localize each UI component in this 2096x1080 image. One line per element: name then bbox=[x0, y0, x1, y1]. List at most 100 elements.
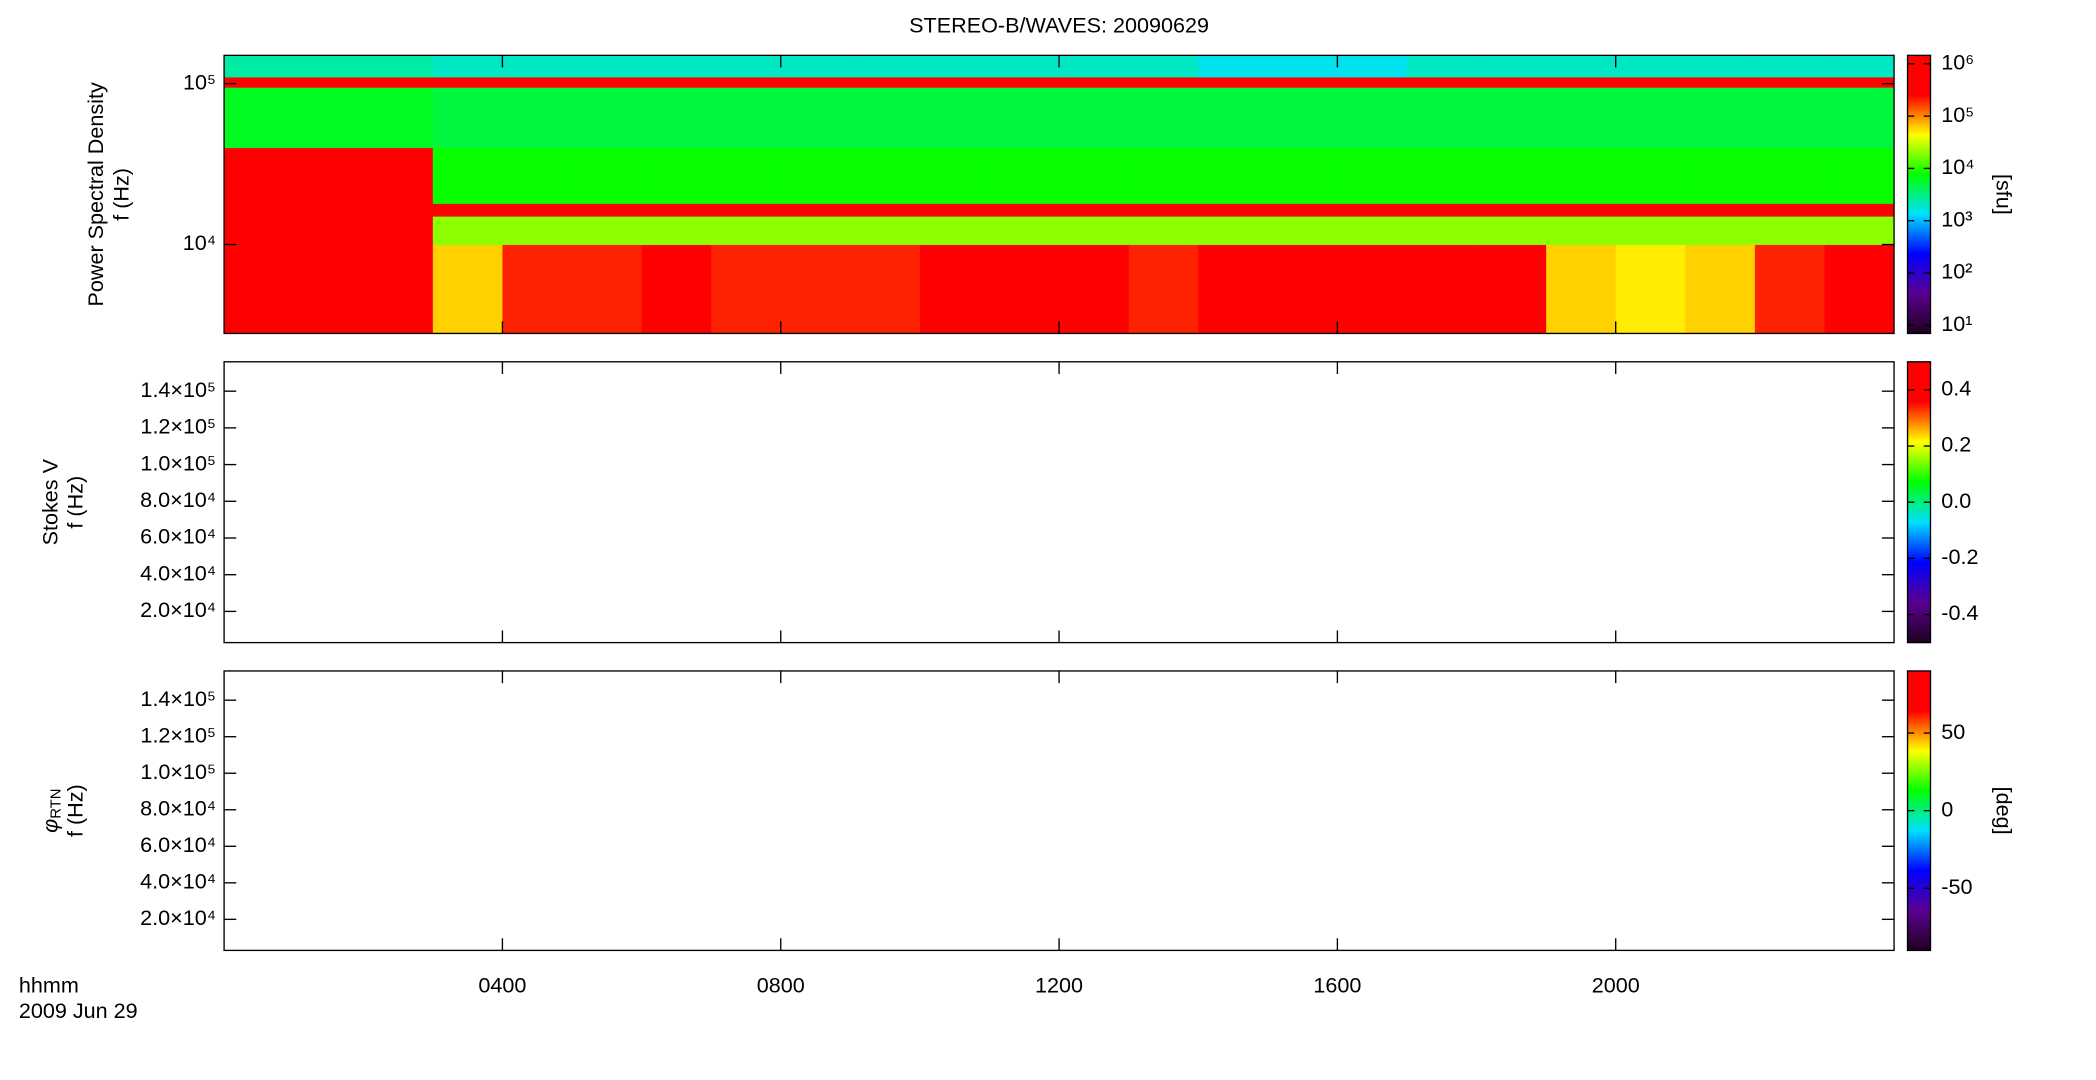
heatmap-cell bbox=[780, 203, 851, 217]
heatmap-cell bbox=[1685, 203, 1756, 217]
heatmap-cell bbox=[363, 87, 434, 149]
heatmap-cell bbox=[1128, 147, 1199, 204]
heatmap-cell bbox=[1059, 87, 1130, 149]
heatmap-cell bbox=[502, 203, 573, 217]
y-axis-label-main: Power Spectral Density bbox=[83, 82, 108, 306]
heatmap-cell bbox=[711, 216, 782, 245]
heatmap-cell bbox=[1615, 203, 1686, 217]
y-tick-label: 1.0×10⁵ bbox=[140, 450, 216, 475]
heatmap-cell bbox=[1685, 87, 1756, 149]
colorbar-tick-label: 10² bbox=[1941, 259, 1972, 284]
heatmap-cell bbox=[919, 77, 990, 88]
y-axis-label-main: φ bbox=[37, 819, 62, 833]
y-tick-label: 8.0×10⁴ bbox=[140, 795, 216, 820]
heatmap-cell bbox=[1406, 55, 1477, 78]
heatmap-cell bbox=[572, 147, 642, 204]
heatmap-cell bbox=[1685, 244, 1756, 334]
heatmap-cell bbox=[1337, 87, 1408, 149]
y-axis-unit: f (Hz) bbox=[63, 476, 88, 529]
heatmap-cell bbox=[1476, 87, 1547, 149]
heatmap-cell bbox=[1059, 77, 1130, 88]
y-axis-unit: f (Hz) bbox=[109, 168, 134, 221]
heatmap-cell bbox=[850, 216, 921, 245]
heatmap-cell bbox=[1406, 77, 1477, 88]
heatmap-cell bbox=[1198, 216, 1269, 245]
heatmap-cell bbox=[989, 203, 1060, 217]
heatmap-cell bbox=[1406, 147, 1477, 204]
heatmap-cell bbox=[919, 244, 990, 334]
heatmap-cell bbox=[780, 216, 851, 245]
heatmap-cell bbox=[432, 203, 503, 217]
heatmap-cell bbox=[432, 147, 503, 204]
y-tick-label: 1.4×10⁵ bbox=[140, 686, 216, 711]
heatmap-cell bbox=[919, 55, 990, 78]
heatmap-cell bbox=[1059, 147, 1130, 204]
heatmap-cell bbox=[850, 244, 921, 334]
heatmap-cell bbox=[293, 147, 364, 204]
heatmap-cell bbox=[1685, 77, 1756, 88]
x-tick-label: 1200 bbox=[1035, 973, 1083, 998]
heatmap-cell bbox=[711, 77, 782, 88]
heatmap-cell bbox=[1685, 216, 1756, 245]
heatmap-cell bbox=[502, 87, 573, 149]
heatmap-cell bbox=[1337, 147, 1408, 204]
y-axis-label-main: Stokes V bbox=[37, 458, 62, 545]
heatmap-cell bbox=[1546, 203, 1617, 217]
y-axis-unit: f (Hz) bbox=[63, 784, 88, 837]
y-tick-label: 2.0×10⁴ bbox=[140, 905, 216, 930]
heatmap-cell bbox=[1059, 203, 1130, 217]
heatmap-cell bbox=[572, 244, 642, 334]
heatmap-cell bbox=[1546, 244, 1617, 334]
heatmap-cell bbox=[1128, 203, 1199, 217]
y-tick-label: 6.0×10⁴ bbox=[140, 832, 216, 857]
heatmap-cell bbox=[1824, 216, 1895, 245]
heatmap-cell bbox=[293, 87, 364, 149]
heatmap-cell bbox=[1754, 87, 1825, 149]
heatmap-cell bbox=[1128, 77, 1199, 88]
heatmap-cell bbox=[1685, 147, 1756, 204]
heatmap-cell bbox=[1267, 203, 1338, 217]
chart-title: STEREO-B/WAVES: 20090629 bbox=[909, 13, 1209, 38]
heatmap-cell bbox=[780, 77, 851, 88]
heatmap-cell bbox=[1267, 216, 1338, 245]
heatmap-cell bbox=[502, 55, 573, 78]
y-tick-label: 4.0×10⁴ bbox=[140, 560, 216, 585]
heatmap-cell bbox=[224, 77, 295, 88]
heatmap-cell bbox=[1128, 87, 1199, 149]
heatmap-cell bbox=[1754, 244, 1825, 334]
heatmap-cell bbox=[780, 244, 851, 334]
x-tick-label: 0400 bbox=[478, 973, 526, 998]
heatmap-cell bbox=[711, 147, 782, 204]
heatmap-cell bbox=[1754, 77, 1825, 88]
heatmap-cell bbox=[1267, 77, 1338, 88]
heatmap-cell bbox=[780, 55, 851, 78]
y-axis-label: Stokes V bbox=[37, 458, 62, 545]
heatmap-cell bbox=[989, 216, 1060, 245]
heatmap-cell bbox=[989, 244, 1060, 334]
heatmap-cell bbox=[1267, 87, 1338, 149]
heatmap-cell bbox=[641, 216, 712, 245]
heatmap-cell bbox=[850, 87, 921, 149]
heatmap-cell bbox=[1198, 87, 1269, 149]
heatmap-cell bbox=[641, 87, 712, 149]
y-tick-label: 1.2×10⁵ bbox=[140, 414, 216, 439]
heatmap-cell bbox=[1615, 216, 1686, 245]
heatmap-cell bbox=[1476, 244, 1547, 334]
heatmap-cell bbox=[363, 55, 434, 78]
heatmap-cell bbox=[1476, 147, 1547, 204]
heatmap-cell bbox=[1059, 244, 1130, 334]
heatmap-cell bbox=[1198, 55, 1269, 78]
heatmap-cell bbox=[919, 87, 990, 149]
heatmap-cell bbox=[1824, 87, 1895, 149]
colorbar-label: [deg] bbox=[1991, 787, 2016, 835]
heatmap-cell bbox=[1267, 55, 1338, 78]
heatmap-cell bbox=[1615, 55, 1686, 78]
heatmap-cell bbox=[1059, 55, 1130, 78]
heatmap-cell bbox=[432, 216, 503, 245]
heatmap-cell bbox=[1267, 147, 1338, 204]
heatmap-cell bbox=[1546, 147, 1617, 204]
colorbar-label: [sfu] bbox=[1991, 174, 2016, 215]
colorbar-tick-label: 0.0 bbox=[1941, 488, 1971, 513]
heatmap-cell bbox=[224, 87, 295, 149]
